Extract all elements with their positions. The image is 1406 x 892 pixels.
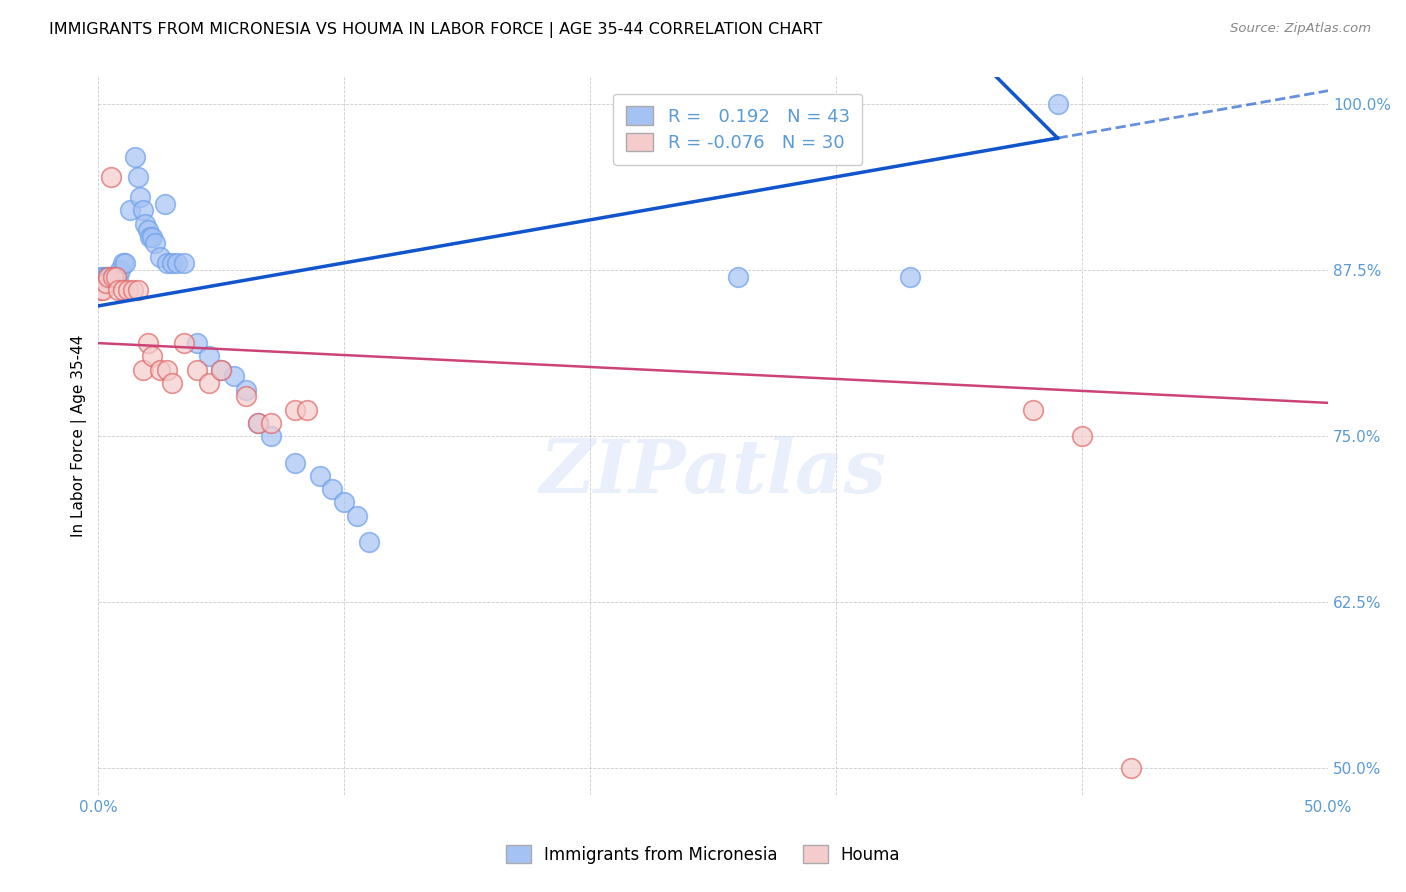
Point	[222, 369, 245, 384]
Point	[297, 402, 319, 417]
Point	[101, 269, 124, 284]
Point	[898, 269, 921, 284]
Point	[97, 269, 120, 284]
Point	[346, 508, 368, 523]
Point	[1022, 402, 1045, 417]
Point	[198, 350, 221, 364]
Point	[139, 230, 162, 244]
Point	[247, 416, 270, 430]
Point	[107, 269, 129, 284]
Point	[127, 283, 149, 297]
Point	[94, 269, 117, 284]
Point	[173, 336, 195, 351]
Point	[160, 256, 183, 270]
Point	[166, 256, 188, 270]
Point	[235, 389, 257, 403]
Point	[259, 416, 281, 430]
Point	[100, 269, 122, 284]
Point	[284, 402, 307, 417]
Point	[1071, 429, 1094, 443]
Point	[91, 269, 114, 284]
Point	[100, 169, 122, 184]
Point	[186, 336, 208, 351]
Point	[247, 416, 270, 430]
Point	[308, 469, 330, 483]
Text: ZIPatlas: ZIPatlas	[540, 435, 887, 508]
Point	[94, 277, 117, 291]
Point	[1121, 761, 1143, 775]
Point	[149, 250, 172, 264]
Point	[235, 383, 257, 397]
Point	[131, 203, 153, 218]
Point	[110, 263, 132, 277]
Point	[153, 196, 176, 211]
Point	[129, 190, 152, 204]
Text: IMMIGRANTS FROM MICRONESIA VS HOUMA IN LABOR FORCE | AGE 35-44 CORRELATION CHART: IMMIGRANTS FROM MICRONESIA VS HOUMA IN L…	[49, 22, 823, 38]
Point	[186, 362, 208, 376]
Point	[136, 336, 159, 351]
Point	[160, 376, 183, 390]
Point	[111, 283, 134, 297]
Point	[131, 362, 153, 376]
Point	[111, 256, 134, 270]
Point	[120, 203, 142, 218]
Point	[90, 269, 112, 284]
Point	[141, 350, 163, 364]
Point	[156, 256, 179, 270]
Point	[198, 376, 221, 390]
Text: Source: ZipAtlas.com: Source: ZipAtlas.com	[1230, 22, 1371, 36]
Point	[259, 429, 281, 443]
Point	[333, 495, 356, 509]
Point	[141, 230, 163, 244]
Point	[357, 535, 380, 549]
Point	[124, 150, 146, 164]
Point	[149, 362, 172, 376]
Point	[114, 256, 136, 270]
Legend: R =   0.192   N = 43, R = -0.076   N = 30: R = 0.192 N = 43, R = -0.076 N = 30	[613, 94, 862, 165]
Point	[117, 283, 139, 297]
Point	[156, 362, 179, 376]
Point	[284, 456, 307, 470]
Point	[173, 256, 195, 270]
Point	[136, 223, 159, 237]
Point	[101, 269, 124, 284]
Point	[727, 269, 749, 284]
Point	[104, 269, 127, 284]
Point	[127, 169, 149, 184]
Legend: Immigrants from Micronesia, Houma: Immigrants from Micronesia, Houma	[499, 838, 907, 871]
Point	[90, 283, 112, 297]
Point	[107, 283, 129, 297]
Point	[104, 269, 127, 284]
Point	[143, 236, 166, 251]
Y-axis label: In Labor Force | Age 35-44: In Labor Force | Age 35-44	[72, 334, 87, 537]
Point	[209, 362, 232, 376]
Point	[321, 482, 343, 496]
Point	[1046, 97, 1069, 112]
Point	[134, 217, 156, 231]
Point	[97, 269, 120, 284]
Point	[91, 283, 114, 297]
Point	[121, 283, 143, 297]
Point	[209, 362, 232, 376]
